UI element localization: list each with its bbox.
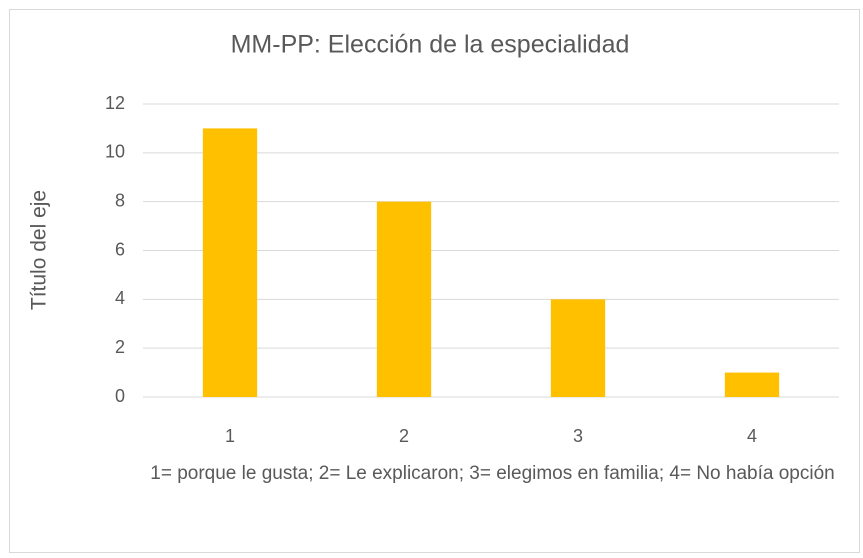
y-tick-label: 2 <box>115 337 125 357</box>
y-tick-label: 12 <box>105 93 125 113</box>
chart-border <box>9 9 860 553</box>
x-axis-title: 1= porque le gusta; 2= Le explicaron; 3=… <box>150 463 835 484</box>
x-tick-label: 3 <box>573 426 583 446</box>
bar <box>550 299 606 397</box>
y-tick-label: 0 <box>115 386 125 406</box>
bar <box>202 128 258 397</box>
y-tick-label: 4 <box>115 288 125 308</box>
y-tick-label: 8 <box>115 190 125 210</box>
y-axis-title: Título del eje <box>28 190 51 310</box>
x-tick-label: 1 <box>225 426 235 446</box>
x-tick-label: 4 <box>747 426 757 446</box>
x-tick-label: 2 <box>399 426 409 446</box>
y-tick-label: 6 <box>115 239 125 259</box>
bar <box>376 201 432 397</box>
chart-title: MM-PP: Elección de la especialidad <box>231 31 630 59</box>
bar <box>724 372 780 397</box>
y-tick-label: 10 <box>105 142 125 162</box>
